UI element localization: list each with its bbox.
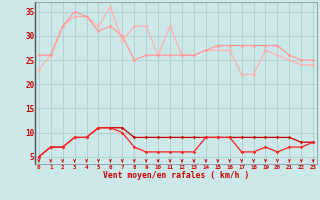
X-axis label: Vent moyen/en rafales ( km/h ): Vent moyen/en rafales ( km/h ): [103, 171, 249, 180]
